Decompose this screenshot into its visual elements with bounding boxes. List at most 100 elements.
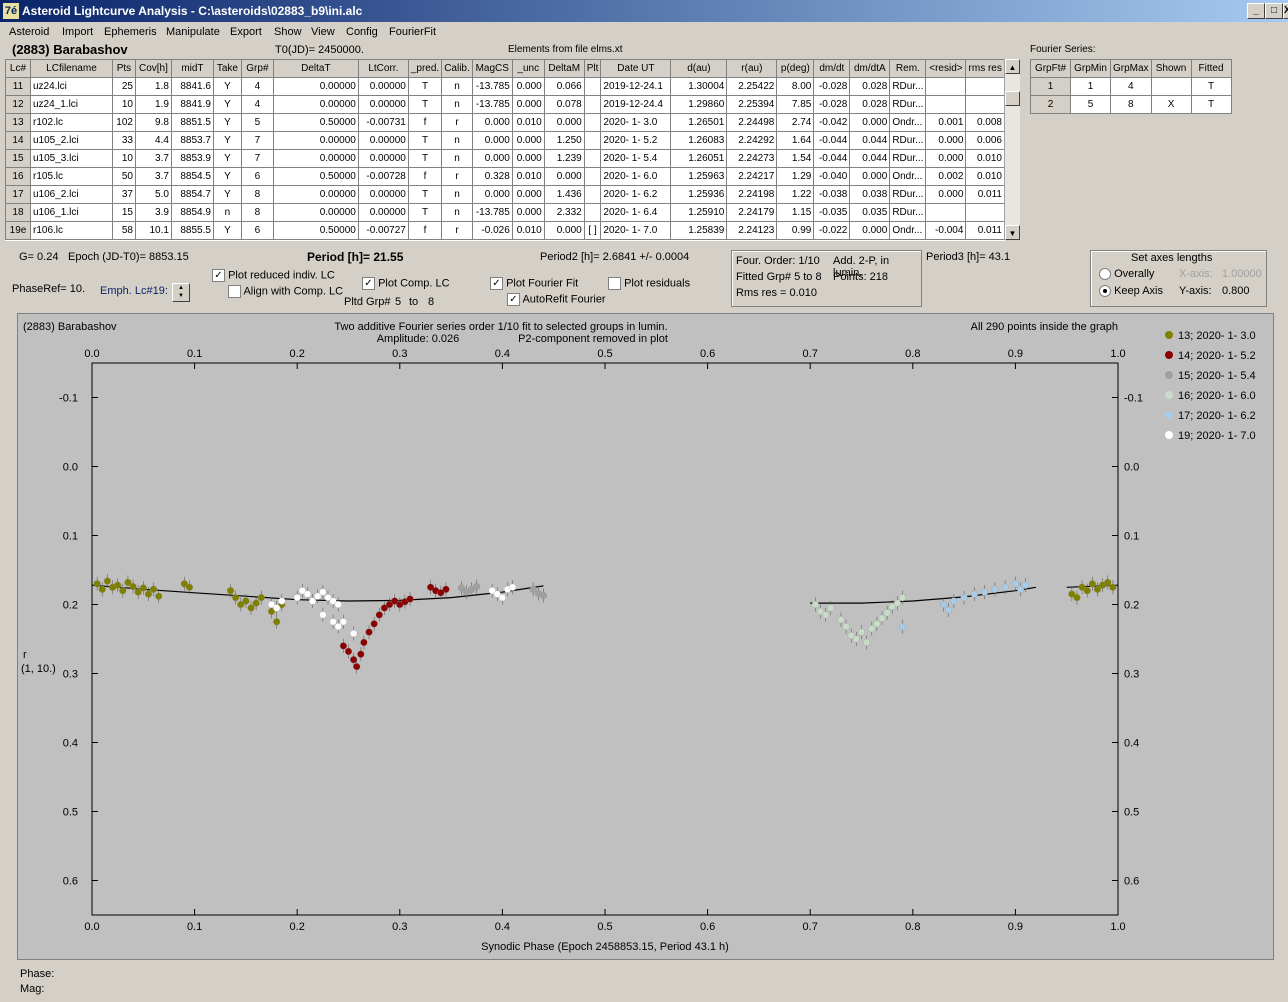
lc-cell[interactable]: 0.008 (965, 113, 1005, 132)
lc-cell[interactable]: 1.15 (776, 203, 815, 222)
lc-cell[interactable] (583, 203, 602, 222)
lc-cell[interactable]: 0.044 (849, 149, 891, 168)
lc-cell[interactable]: 0.00000 (357, 77, 409, 96)
pltd-grp-to[interactable]: 8 (428, 296, 435, 308)
lc-cell[interactable] (583, 185, 602, 204)
lc-cell[interactable]: 8853.9 (170, 149, 214, 168)
lc-cell[interactable] (965, 203, 1005, 222)
lc-col-header[interactable]: dm/dtA (849, 59, 891, 78)
fs-cell[interactable]: X (1150, 95, 1192, 114)
lc-cell[interactable] (583, 131, 602, 150)
lc-cell[interactable]: Y (212, 95, 242, 114)
lc-cell[interactable]: 1.26501 (670, 113, 728, 132)
lc-cell[interactable]: 0.028 (849, 77, 891, 96)
lc-cell[interactable]: 0.000 (511, 77, 545, 96)
lc-cell[interactable]: -0.028 (813, 77, 851, 96)
plot-reduced-checkbox[interactable]: ✓ Plot reduced indiv. LC (212, 269, 335, 282)
lc-cell[interactable]: f (407, 221, 443, 240)
lc-cell[interactable]: 1.54 (776, 149, 815, 168)
lc-cell[interactable]: n (441, 203, 473, 222)
lc-cell[interactable]: u106_1.lci (29, 203, 113, 222)
lc-cell[interactable]: 0.000 (543, 221, 585, 240)
lc-cell[interactable]: 8854.7 (170, 185, 214, 204)
lc-cell[interactable]: -0.040 (813, 167, 851, 186)
lc-cell[interactable]: 37 (111, 185, 136, 204)
lc-cell[interactable]: 0.028 (849, 95, 891, 114)
fs-cell[interactable] (1150, 77, 1192, 96)
lc-col-header[interactable]: Plt (583, 59, 602, 78)
lc-cell[interactable]: 0.002 (925, 167, 967, 186)
lc-cell[interactable]: T (407, 203, 443, 222)
lc-cell[interactable]: 0.50000 (272, 113, 359, 132)
lc-cell[interactable]: 10 (111, 149, 136, 168)
plot-fourier-checkbox[interactable]: ✓ Plot Fourier Fit (490, 277, 578, 290)
lc-cell[interactable]: 9.8 (134, 113, 172, 132)
lc-cell[interactable]: 2.24273 (726, 149, 778, 168)
lc-cell[interactable]: 4 (240, 77, 274, 96)
lc-cell[interactable]: 4 (240, 95, 274, 114)
lc-cell[interactable]: 0.000 (849, 221, 891, 240)
lc-cell[interactable]: 1.436 (543, 185, 585, 204)
scroll-thumb[interactable] (1005, 91, 1020, 106)
lc-cell[interactable]: n (441, 95, 473, 114)
lc-cell[interactable]: r (441, 221, 473, 240)
lc-row-number[interactable]: 18 (5, 203, 31, 222)
lc-cell[interactable]: 0.066 (543, 77, 585, 96)
lc-cell[interactable]: 8854.5 (170, 167, 214, 186)
fs-cell[interactable]: 5 (1070, 95, 1111, 114)
lc-cell[interactable]: 0.000 (511, 149, 545, 168)
lc-cell[interactable]: 0.006 (965, 131, 1005, 150)
lc-cell[interactable]: r105.lc (29, 167, 113, 186)
lc-cell[interactable]: 0.010 (965, 167, 1005, 186)
fs-row-number[interactable]: 2 (1030, 95, 1071, 114)
lc-cell[interactable]: 0.00000 (357, 149, 409, 168)
lc-col-header[interactable]: _unc (511, 59, 545, 78)
menu-show[interactable]: Show (274, 26, 302, 38)
lc-cell[interactable]: 7.85 (776, 95, 815, 114)
lc-col-header[interactable]: Cov[h] (134, 59, 172, 78)
lc-cell[interactable]: RDur... (889, 131, 927, 150)
lc-col-header[interactable]: Calib. (441, 59, 473, 78)
lc-cell[interactable]: Y (212, 131, 242, 150)
lc-cell[interactable]: -0.044 (813, 149, 851, 168)
lc-cell[interactable]: 0.038 (849, 185, 891, 204)
lc-cell[interactable]: 0.000 (925, 131, 967, 150)
lc-cell[interactable]: -0.004 (925, 221, 967, 240)
lc-cell[interactable]: 6 (240, 167, 274, 186)
lc-cell[interactable]: 0.000 (543, 167, 585, 186)
lc-cell[interactable]: 8.00 (776, 77, 815, 96)
menu-asteroid[interactable]: Asteroid (9, 26, 50, 38)
lc-cell[interactable]: Ondr... (889, 167, 927, 186)
lc-col-header[interactable]: Grp# (240, 59, 274, 78)
lc-row-number[interactable]: 13 (5, 113, 31, 132)
lightcurve-plot[interactable]: (2883) Barabashov Two additive Fourier s… (17, 313, 1274, 960)
lc-cell[interactable]: 0.010 (511, 221, 545, 240)
lc-cell[interactable]: 2.74 (776, 113, 815, 132)
lc-cell[interactable]: 1.8 (134, 77, 172, 96)
lc-cell[interactable]: 0.001 (925, 113, 967, 132)
lc-cell[interactable]: 3.9 (134, 203, 172, 222)
lc-cell[interactable] (583, 95, 602, 114)
lc-row-number[interactable]: 12 (5, 95, 31, 114)
lc-cell[interactable]: 1.25963 (670, 167, 728, 186)
lc-cell[interactable]: 5.0 (134, 185, 172, 204)
lc-cell[interactable]: 0.99 (776, 221, 815, 240)
lc-col-header[interactable]: MagCS (471, 59, 513, 78)
menu-fourierfit[interactable]: FourierFit (389, 26, 437, 38)
lc-cell[interactable]: 0.011 (965, 221, 1005, 240)
fs-cell[interactable]: T (1190, 77, 1232, 96)
lc-cell[interactable]: 0.011 (965, 185, 1005, 204)
lc-cell[interactable]: n (441, 77, 473, 96)
lc-cell[interactable]: -0.022 (813, 221, 851, 240)
lc-cell[interactable]: 0.010 (965, 149, 1005, 168)
lc-cell[interactable]: 0.000 (511, 203, 545, 222)
lc-cell[interactable]: 1.22 (776, 185, 815, 204)
lc-col-header[interactable]: <resid> (925, 59, 967, 78)
lc-cell[interactable]: -0.028 (813, 95, 851, 114)
lc-cell[interactable]: 2.24217 (726, 167, 778, 186)
lc-cell[interactable]: RDur... (889, 185, 927, 204)
lc-cell[interactable]: 1.25839 (670, 221, 728, 240)
lc-cell[interactable] (583, 167, 602, 186)
lc-cell[interactable]: -0.00728 (357, 167, 409, 186)
